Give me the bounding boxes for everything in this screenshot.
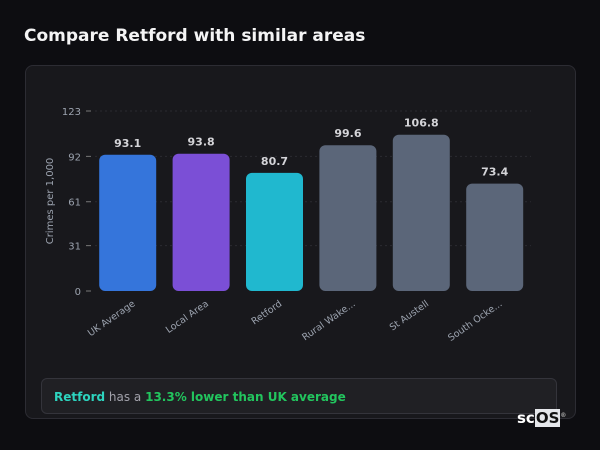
bar-value-label: 93.8 bbox=[188, 136, 215, 149]
bar bbox=[172, 153, 230, 291]
x-tick-label: Rural Wake... bbox=[300, 298, 357, 343]
y-axis-label: Crimes per 1,000 bbox=[45, 158, 56, 245]
y-tick-label: 123 bbox=[62, 107, 81, 118]
x-tick-label: Retford bbox=[250, 298, 285, 327]
bar-value-label: 93.1 bbox=[114, 137, 141, 150]
bar-value-label: 106.8 bbox=[404, 117, 439, 130]
bar-value-label: 99.6 bbox=[334, 127, 361, 140]
page-title: Compare Retford with similar areas bbox=[24, 26, 366, 46]
x-tick-label: UK Average bbox=[86, 298, 138, 339]
x-tick-label: South Ocke... bbox=[446, 298, 504, 343]
bar bbox=[392, 134, 450, 291]
summary-box: Retford has a 13.3% lower than UK averag… bbox=[41, 378, 557, 414]
bar bbox=[246, 172, 303, 291]
bar bbox=[99, 154, 157, 291]
bar-value-label: 73.4 bbox=[481, 166, 508, 179]
x-tick-label: St Austell bbox=[388, 298, 431, 333]
bar bbox=[466, 183, 524, 291]
summary-area: Retford bbox=[54, 390, 106, 404]
logo: scOS® bbox=[517, 409, 567, 427]
bar bbox=[319, 145, 377, 291]
x-tick-label: Local Area bbox=[164, 298, 211, 335]
summary-comparison: 13.3% lower than UK average bbox=[145, 390, 346, 404]
y-tick-label: 0 bbox=[75, 287, 81, 298]
summary-text: has a bbox=[105, 390, 146, 404]
y-tick-label: 92 bbox=[68, 152, 81, 163]
bar-value-label: 80.7 bbox=[261, 155, 288, 168]
y-tick-label: 61 bbox=[68, 198, 81, 209]
y-tick-label: 31 bbox=[68, 242, 81, 253]
